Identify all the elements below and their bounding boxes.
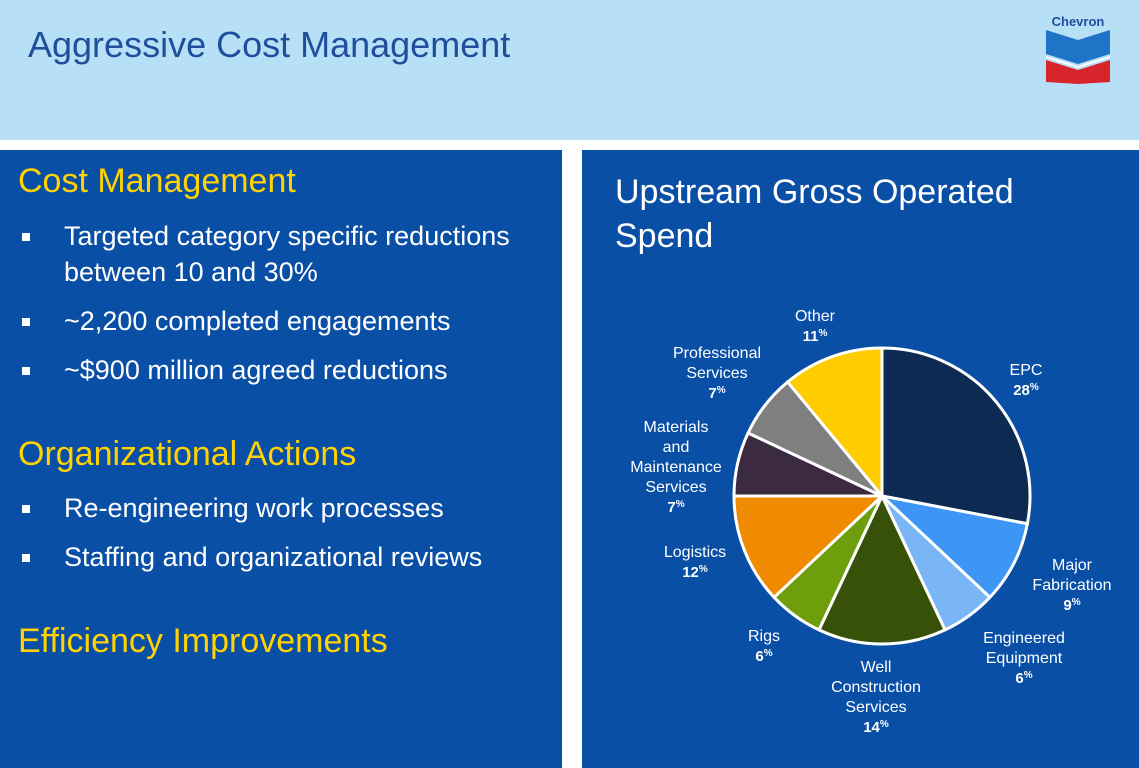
pie-chart: EPC 28% Major Fabrication 9% Engineered Equipm… <box>630 308 1111 736</box>
pie-label-professional-services: Professional Services 7% <box>673 345 761 402</box>
bullet-item: Re-engineering work processes <box>18 490 544 526</box>
logo-wordmark: Chevron <box>1051 14 1105 29</box>
bullet-item: Targeted category specific reductions be… <box>18 218 544 290</box>
pie-slice-major-fabrication <box>880 494 1029 599</box>
left-panel: Cost Management Targeted category specif… <box>0 150 562 768</box>
slide-title: Aggressive Cost Management <box>28 24 511 65</box>
bullet-item: Staffing and organizational reviews <box>18 539 544 575</box>
pie-label-well-construction-services: Well Construction Services 14% <box>831 659 921 736</box>
organizational-actions-bullets: Re-engineering work processes Staffing a… <box>18 490 544 588</box>
header-band: Aggressive Cost Management Chevron <box>0 0 1139 140</box>
pie-slice-logistics <box>732 494 884 599</box>
pie-label-logistics: Logistics 12% <box>664 544 726 581</box>
chevron-logo: Chevron <box>1040 10 1120 84</box>
right-panel: Upstream Gross Operated Spend EPC 28% Majo… <box>582 150 1139 768</box>
pie-label-materials-and-maintenance-services: Materials and Maintenance Services 7% <box>630 419 722 516</box>
pie-slice-epc <box>880 346 1032 526</box>
pie-label-other: Other 11% <box>795 308 836 345</box>
chevron-logo-icon <box>1046 30 1110 84</box>
section-heading-cost-management: Cost Management <box>18 162 296 200</box>
bullet-item: ~$900 million agreed reductions <box>18 352 544 388</box>
cost-management-bullets: Targeted category specific reductions be… <box>18 218 544 401</box>
bullet-item: ~2,200 completed engagements <box>18 303 544 339</box>
pie-label-epc: EPC 28% <box>1010 362 1043 399</box>
pie-label-engineered-equipment: Engineered Equipment 6% <box>983 630 1065 687</box>
pie-slice-other <box>786 346 884 498</box>
section-heading-organizational-actions: Organizational Actions <box>18 435 357 473</box>
pie-label-rigs: Rigs 6% <box>748 628 780 665</box>
pie-slice-well-construction-services <box>817 494 947 646</box>
section-heading-efficiency-improvements: Efficiency Improvements <box>18 622 388 660</box>
pie-label-major-fabrication: Major Fabrication 9% <box>1032 557 1111 614</box>
chart-title: Upstream Gross Operated Spend <box>615 173 1014 255</box>
